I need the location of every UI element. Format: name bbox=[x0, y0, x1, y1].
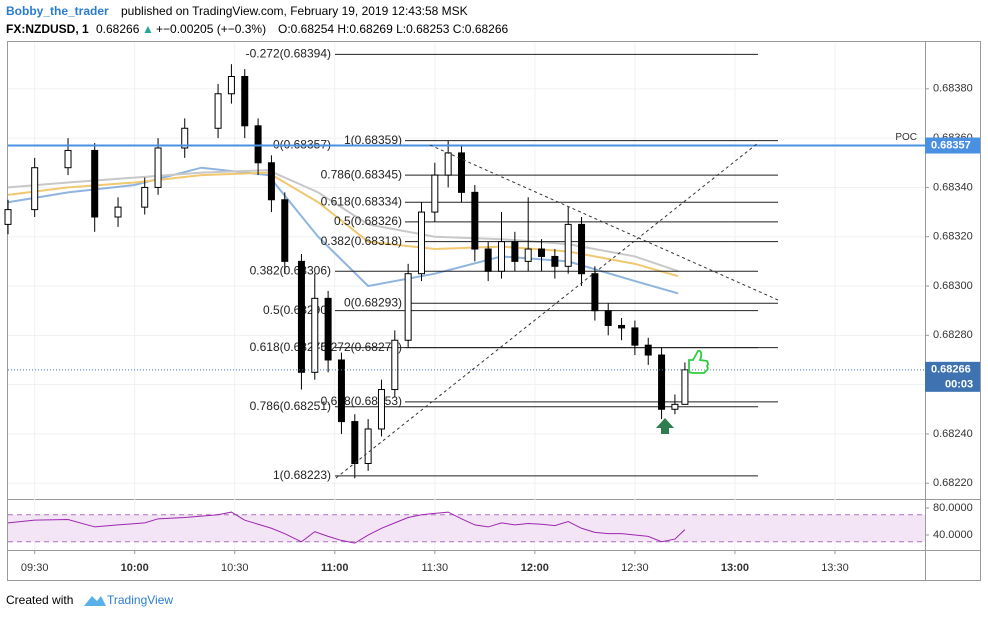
created-with: Created with bbox=[6, 593, 73, 607]
fib-label: 0.786(0.68345) bbox=[321, 167, 402, 181]
y-tick-label: 0.68280 bbox=[933, 329, 973, 341]
x-tick-label: 10:00 bbox=[121, 562, 149, 574]
candle-body bbox=[351, 421, 359, 464]
candle-body bbox=[31, 167, 39, 211]
candle-body bbox=[141, 186, 149, 208]
candle-body bbox=[671, 403, 679, 410]
candle-body bbox=[267, 162, 275, 201]
rsi-line bbox=[7, 511, 686, 544]
candle-body bbox=[227, 76, 235, 95]
ohlc: O:0.68254 H:0.68269 L:0.68253 C:0.68266 bbox=[278, 22, 509, 36]
y-tick-label: 0.68300 bbox=[933, 280, 973, 292]
candle-body bbox=[91, 149, 99, 218]
candle-body bbox=[297, 260, 305, 373]
candle-body bbox=[281, 199, 289, 262]
candle-body bbox=[538, 248, 546, 257]
fib-label: 0.382(0.68318) bbox=[321, 234, 402, 248]
candle-body bbox=[551, 255, 559, 267]
candle-body bbox=[391, 339, 399, 391]
x-tick-label: 11:30 bbox=[421, 562, 448, 574]
candle-body bbox=[214, 93, 222, 129]
published: published on TradingView.com, February 1… bbox=[121, 4, 468, 18]
candle-body bbox=[64, 149, 72, 169]
candle-body bbox=[484, 248, 492, 272]
y-tick-label: 0.68380 bbox=[933, 83, 973, 95]
up-arrow bbox=[656, 418, 674, 434]
fib-label: 0.5(0.68326) bbox=[334, 214, 402, 228]
countdown: 00:03 bbox=[945, 379, 973, 391]
fib-label: 0.618(0.68275) bbox=[250, 340, 331, 354]
candle-body bbox=[431, 174, 439, 213]
candle-body bbox=[578, 223, 586, 275]
candle-body bbox=[377, 389, 385, 430]
fib-label: -0.618(0.68253) bbox=[317, 394, 402, 408]
x-tick-label: 11:00 bbox=[321, 562, 349, 574]
candle-body bbox=[324, 297, 332, 361]
x-tick-label: 12:00 bbox=[521, 562, 549, 574]
candle-body bbox=[364, 428, 372, 464]
y-tick-label: 0.68340 bbox=[933, 181, 973, 193]
poc-tag bbox=[925, 137, 980, 154]
fib-label: 0.5(0.68290) bbox=[263, 303, 331, 317]
x-tick-label: 12:30 bbox=[621, 562, 649, 574]
candle-body bbox=[471, 191, 479, 250]
candle-body bbox=[311, 297, 319, 373]
fib-label: 1(0.68223) bbox=[273, 468, 331, 482]
x-tick-label: 13:30 bbox=[821, 562, 849, 574]
candle-body bbox=[4, 209, 12, 225]
x-tick-label: 10:30 bbox=[221, 562, 249, 574]
symbol: FX:NZDUSD, 1 bbox=[6, 22, 89, 36]
candle-body bbox=[511, 241, 519, 262]
logo bbox=[84, 596, 106, 606]
rsi-band bbox=[8, 514, 925, 542]
candle-body bbox=[631, 327, 639, 346]
candle-body bbox=[254, 125, 262, 164]
change: +−0.00205 (+−0.3%) bbox=[156, 22, 266, 36]
candle-body bbox=[604, 310, 612, 326]
candle-body bbox=[457, 152, 465, 193]
current-tag bbox=[925, 361, 980, 392]
fib-label: 0(0.68293) bbox=[344, 295, 402, 309]
candle-body bbox=[404, 273, 412, 341]
arrow: ▲ bbox=[142, 22, 154, 36]
candle-body bbox=[337, 359, 345, 423]
candle-body bbox=[154, 147, 162, 188]
candle-body bbox=[681, 369, 689, 405]
candle-body bbox=[181, 127, 189, 149]
candle-body bbox=[564, 223, 572, 267]
publisher[interactable]: Bobby_the_trader bbox=[6, 4, 109, 18]
last-price: 0.68266 bbox=[96, 22, 140, 36]
y-tick-label: 0.68320 bbox=[933, 231, 973, 243]
y-tick-label: 0.68240 bbox=[933, 428, 973, 440]
poc-tag-label: 0.68357 bbox=[931, 139, 971, 151]
candle-body bbox=[241, 76, 249, 127]
fib-label: -0.272(0.68275) bbox=[317, 340, 402, 354]
rsi-tick-label: 80.0000 bbox=[933, 502, 973, 514]
thumb-icon bbox=[688, 349, 709, 374]
brand[interactable]: TradingView bbox=[107, 593, 173, 607]
candle-body bbox=[444, 152, 452, 176]
candle-body bbox=[524, 248, 532, 262]
fib-label: 1(0.68359) bbox=[344, 133, 402, 147]
candle-body bbox=[618, 324, 626, 329]
fib-label: 0.618(0.68334) bbox=[321, 194, 402, 208]
poc-label: POC bbox=[895, 132, 917, 143]
plot: 0.683800.683600.683400.683200.683000.682… bbox=[4, 42, 980, 574]
fib-label: 0.382(0.68306) bbox=[250, 263, 331, 277]
candle-body bbox=[658, 354, 666, 410]
fib-label: -0.272(0.68394) bbox=[246, 46, 331, 60]
x-tick-label: 09:30 bbox=[21, 562, 49, 574]
rsi-tick-label: 40.0000 bbox=[933, 529, 973, 541]
y-tick-label: 0.68220 bbox=[933, 477, 973, 489]
current-tag-label: 0.68266 bbox=[931, 364, 971, 376]
x-tick-label: 13:00 bbox=[721, 562, 749, 574]
candle-body bbox=[417, 211, 425, 275]
fib-label: 0.786(0.68251) bbox=[250, 399, 331, 413]
candle-body bbox=[114, 206, 122, 218]
frame bbox=[7, 41, 981, 581]
candle-body bbox=[591, 273, 599, 312]
candle-body bbox=[644, 344, 652, 356]
candle-body bbox=[498, 241, 506, 272]
